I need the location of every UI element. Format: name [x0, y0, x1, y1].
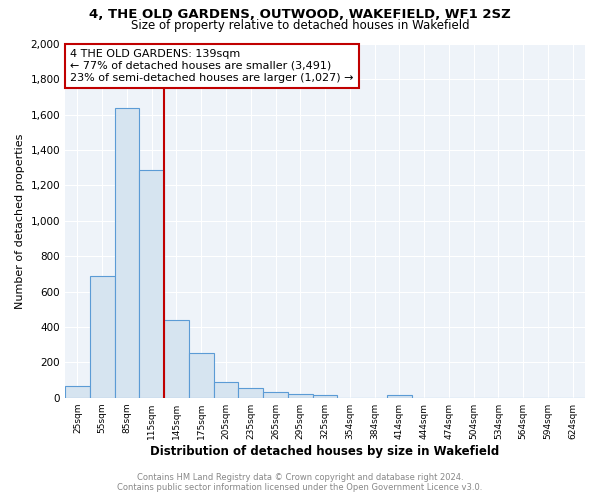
- Bar: [164, 320, 189, 398]
- Bar: [189, 352, 214, 398]
- Text: 4, THE OLD GARDENS, OUTWOOD, WAKEFIELD, WF1 2SZ: 4, THE OLD GARDENS, OUTWOOD, WAKEFIELD, …: [89, 8, 511, 20]
- Bar: [90, 276, 115, 398]
- Bar: [387, 394, 412, 398]
- Bar: [115, 108, 139, 398]
- X-axis label: Distribution of detached houses by size in Wakefield: Distribution of detached houses by size …: [151, 444, 500, 458]
- Text: Contains HM Land Registry data © Crown copyright and database right 2024.
Contai: Contains HM Land Registry data © Crown c…: [118, 473, 482, 492]
- Bar: [263, 392, 288, 398]
- Bar: [313, 396, 337, 398]
- Bar: [238, 388, 263, 398]
- Bar: [65, 386, 90, 398]
- Bar: [214, 382, 238, 398]
- Text: 4 THE OLD GARDENS: 139sqm
← 77% of detached houses are smaller (3,491)
23% of se: 4 THE OLD GARDENS: 139sqm ← 77% of detac…: [70, 50, 354, 82]
- Bar: [139, 170, 164, 398]
- Text: Size of property relative to detached houses in Wakefield: Size of property relative to detached ho…: [131, 18, 469, 32]
- Y-axis label: Number of detached properties: Number of detached properties: [15, 133, 25, 308]
- Bar: [288, 394, 313, 398]
